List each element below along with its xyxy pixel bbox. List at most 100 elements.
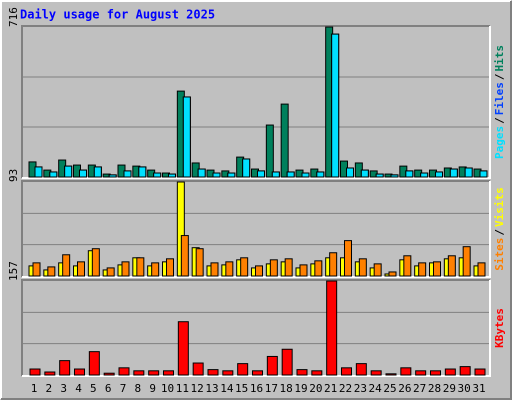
bar — [462, 246, 471, 277]
bar — [210, 262, 219, 277]
x-tick-label: 14 — [220, 382, 234, 395]
bar — [385, 373, 397, 376]
bar — [280, 103, 289, 178]
bar — [118, 367, 130, 376]
bar — [34, 166, 43, 178]
bar — [296, 369, 308, 376]
x-tick-label: 5 — [90, 382, 97, 395]
bar — [180, 235, 189, 277]
x-tick-label: 20 — [309, 382, 322, 395]
bar — [49, 171, 58, 178]
legend-separator: / — [493, 73, 506, 80]
bar — [88, 351, 100, 376]
bar — [418, 262, 427, 277]
bar — [168, 173, 176, 178]
bar — [64, 165, 73, 178]
bar — [227, 172, 236, 178]
bar — [311, 370, 323, 376]
x-tick-label: 23 — [354, 382, 367, 395]
bar — [74, 368, 85, 376]
bar — [444, 368, 456, 376]
bar — [269, 259, 278, 277]
bar — [400, 367, 412, 376]
bar — [403, 255, 412, 277]
x-tick-label: 11 — [176, 382, 189, 395]
x-tick-label: 8 — [135, 382, 142, 395]
bar — [212, 172, 221, 178]
bar — [370, 370, 382, 376]
bar — [464, 167, 473, 178]
bar — [192, 362, 204, 376]
bar — [77, 261, 85, 277]
x-tick-label: 22 — [339, 382, 352, 395]
x-tick-label: 10 — [161, 382, 174, 395]
bar — [163, 370, 174, 376]
bar — [420, 172, 429, 178]
x-tick-label: 6 — [105, 382, 112, 395]
bar — [166, 258, 174, 277]
bar — [326, 280, 338, 376]
bar — [106, 267, 115, 277]
x-tick-label: 24 — [369, 382, 383, 395]
bar — [331, 33, 340, 178]
x-tick-label: 27 — [413, 382, 426, 395]
bar — [151, 262, 160, 277]
bar — [388, 271, 397, 277]
bar — [373, 263, 382, 277]
x-tick-label: 31 — [472, 382, 485, 395]
bar — [222, 370, 234, 376]
plot-bevel-dark — [21, 180, 490, 277]
bar — [346, 167, 354, 178]
bar — [286, 171, 295, 178]
bar — [301, 172, 310, 178]
chart-title: Daily usage for August 2025 — [20, 8, 215, 22]
x-tick-label: 12 — [191, 382, 204, 395]
plot-bevel-dark — [21, 279, 490, 376]
legend-entry: Hits — [493, 45, 506, 72]
bar — [79, 169, 87, 178]
bar — [449, 168, 458, 178]
legend-separator: / — [493, 229, 506, 236]
bar — [29, 368, 41, 376]
bar — [197, 168, 206, 178]
legend-entry: KBytes — [493, 308, 506, 348]
bar — [148, 370, 160, 376]
bar — [32, 262, 41, 277]
bar — [341, 367, 352, 376]
x-tick-label: 28 — [428, 382, 441, 395]
y-tick-label: 93 — [7, 169, 20, 182]
x-tick-label: 17 — [265, 382, 278, 395]
bar — [281, 348, 293, 376]
x-tick-label: 4 — [75, 382, 82, 395]
x-tick-label: 25 — [383, 382, 396, 395]
bar — [271, 171, 280, 178]
bar — [355, 363, 367, 376]
legend: Pages/Files/Hits — [493, 45, 506, 159]
legend-entry: Sites — [493, 238, 506, 271]
x-tick-label: 1 — [31, 382, 38, 395]
plot-area — [22, 26, 490, 178]
bar — [123, 170, 132, 178]
plot-area — [22, 181, 490, 277]
bar — [255, 265, 263, 277]
bar — [459, 366, 471, 376]
legend: Sites / Visits — [493, 187, 506, 271]
bar — [329, 252, 338, 277]
bar — [477, 262, 486, 277]
bar — [474, 368, 486, 376]
legend: KBytes — [493, 308, 506, 348]
x-tick-label: 2 — [46, 382, 53, 395]
bar — [360, 169, 369, 178]
bar — [314, 260, 323, 277]
bar — [344, 240, 352, 277]
bar — [252, 370, 263, 376]
legend-entry: Files — [493, 82, 506, 115]
bar — [390, 174, 399, 178]
x-tick-label: 13 — [205, 382, 218, 395]
bar — [265, 124, 274, 178]
plot-bevel-light — [22, 280, 491, 377]
bar — [121, 261, 130, 277]
y-tick-label: 716 — [7, 7, 20, 27]
